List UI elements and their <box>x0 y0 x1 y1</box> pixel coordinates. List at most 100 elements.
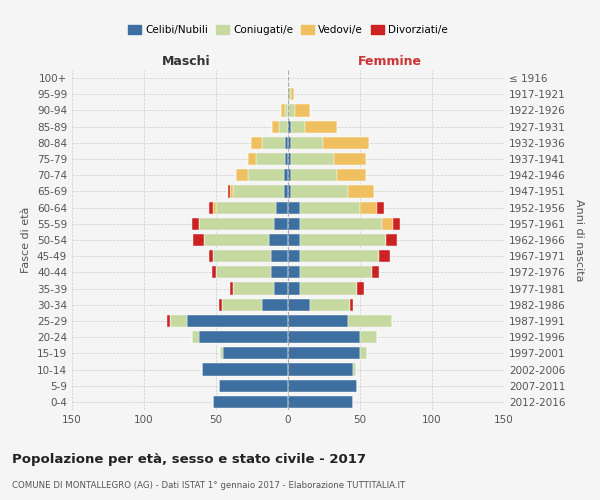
Bar <box>288 218 299 230</box>
Bar <box>199 331 288 343</box>
Text: Femmine: Femmine <box>358 56 422 68</box>
Bar <box>291 137 323 149</box>
Bar <box>248 169 284 181</box>
Bar <box>337 169 366 181</box>
Bar <box>216 202 277 213</box>
Bar <box>377 202 385 213</box>
Bar <box>222 298 262 311</box>
Bar <box>251 137 262 149</box>
Bar <box>262 137 285 149</box>
Bar <box>357 282 364 294</box>
Bar <box>299 218 382 230</box>
Text: Maschi: Maschi <box>162 56 211 68</box>
Bar <box>288 282 299 294</box>
Bar <box>386 234 397 246</box>
Bar <box>262 298 288 311</box>
Bar <box>216 266 271 278</box>
Bar <box>219 298 222 311</box>
Bar <box>299 202 360 213</box>
Bar <box>209 202 213 213</box>
Bar <box>205 234 269 246</box>
Bar <box>219 380 288 392</box>
Bar <box>213 250 271 262</box>
Bar <box>213 202 216 213</box>
Bar <box>230 282 233 294</box>
Bar <box>291 88 294 101</box>
Bar <box>230 186 233 198</box>
Bar <box>288 202 299 213</box>
Bar <box>271 250 288 262</box>
Bar <box>269 234 288 246</box>
Bar <box>288 380 357 392</box>
Bar <box>360 331 377 343</box>
Legend: Celibi/Nubili, Coniugati/e, Vedovi/e, Divorziati/e: Celibi/Nubili, Coniugati/e, Vedovi/e, Di… <box>124 21 452 40</box>
Bar <box>382 218 393 230</box>
Bar <box>360 202 377 213</box>
Bar <box>285 137 288 149</box>
Bar <box>167 315 170 327</box>
Text: COMUNE DI MONTALLEGRO (AG) - Dati ISTAT 1° gennaio 2017 - Elaborazione TUTTITALI: COMUNE DI MONTALLEGRO (AG) - Dati ISTAT … <box>12 481 405 490</box>
Bar <box>227 186 230 198</box>
Bar <box>284 186 288 198</box>
Bar <box>277 202 288 213</box>
Bar <box>350 298 353 311</box>
Bar <box>212 266 216 278</box>
Bar <box>288 250 299 262</box>
Bar <box>288 364 353 376</box>
Bar <box>305 120 337 132</box>
Bar <box>236 169 248 181</box>
Bar <box>288 315 349 327</box>
Bar <box>288 120 291 132</box>
Bar <box>393 218 400 230</box>
Text: Popolazione per età, sesso e stato civile - 2017: Popolazione per età, sesso e stato civil… <box>12 452 366 466</box>
Bar <box>288 153 291 165</box>
Bar <box>233 282 274 294</box>
Bar <box>371 266 379 278</box>
Bar <box>349 315 392 327</box>
Bar <box>334 153 366 165</box>
Bar <box>274 282 288 294</box>
Bar <box>299 250 379 262</box>
Bar <box>187 315 288 327</box>
Bar <box>349 186 374 198</box>
Bar <box>291 169 337 181</box>
Bar <box>233 186 284 198</box>
Bar <box>291 120 305 132</box>
Bar <box>310 298 350 311</box>
Bar <box>202 364 288 376</box>
Bar <box>288 234 299 246</box>
Bar <box>291 153 334 165</box>
Y-axis label: Fasce di età: Fasce di età <box>22 207 31 273</box>
Bar <box>256 153 285 165</box>
Bar <box>288 186 291 198</box>
Bar <box>272 120 280 132</box>
Bar <box>288 396 353 408</box>
Bar <box>288 137 291 149</box>
Bar <box>288 88 291 101</box>
Bar <box>288 169 291 181</box>
Bar <box>191 331 199 343</box>
Bar <box>280 120 288 132</box>
Bar <box>360 348 367 360</box>
Bar <box>281 104 285 117</box>
Bar <box>353 364 356 376</box>
Bar <box>288 266 299 278</box>
Bar <box>274 218 288 230</box>
Bar <box>213 396 288 408</box>
Bar <box>288 104 295 117</box>
Bar <box>193 234 205 246</box>
Bar <box>299 266 371 278</box>
Bar <box>285 104 288 117</box>
Bar <box>291 186 349 198</box>
Bar <box>288 348 360 360</box>
Bar <box>220 348 223 360</box>
Bar <box>191 218 199 230</box>
Bar <box>284 169 288 181</box>
Bar <box>379 250 390 262</box>
Bar <box>285 153 288 165</box>
Bar <box>295 104 310 117</box>
Bar <box>223 348 288 360</box>
Bar <box>323 137 368 149</box>
Bar <box>288 331 360 343</box>
Bar <box>209 250 213 262</box>
